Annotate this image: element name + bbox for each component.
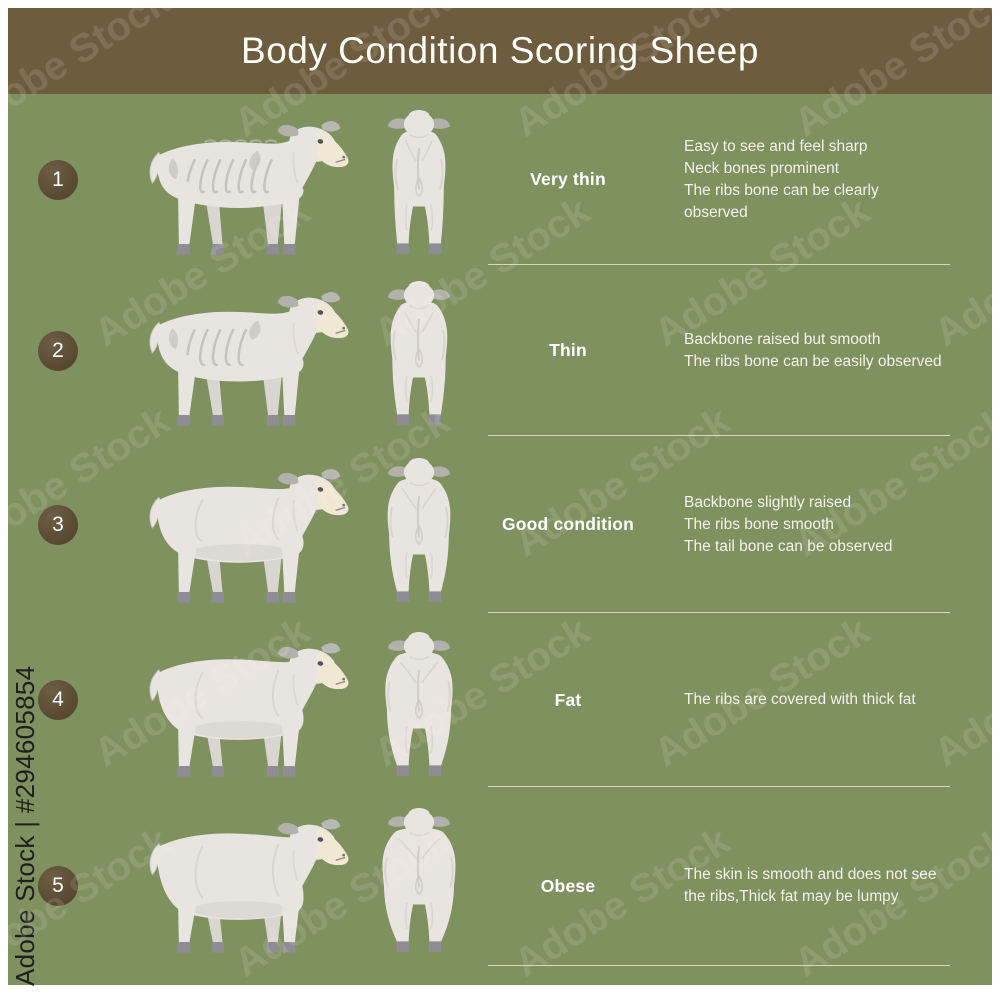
condition-label: Fat xyxy=(554,689,582,710)
condition-label: Very thin xyxy=(530,169,606,189)
row-divider xyxy=(488,435,950,436)
condition-description: Easy to see and feel sharp Neck bones pro… xyxy=(658,136,992,224)
sheep-side-svg xyxy=(149,292,349,426)
stock-credit-vertical: Adobe Stock | #294605854 xyxy=(10,665,40,986)
score-badge: 4 xyxy=(38,680,78,720)
row-divider xyxy=(488,965,950,966)
score-number: 5 xyxy=(52,874,64,897)
sheep-side-svg xyxy=(149,819,349,953)
condition-description: Backbone raised but smooth The ribs bone … xyxy=(658,329,992,373)
sheep-side-view-illustration xyxy=(108,787,360,985)
title-bar: Body Condition Scoring Sheep xyxy=(8,8,992,94)
scoring-panel: 1 Very thin Easy to see and feel sharp Ne… xyxy=(8,94,992,985)
row-divider xyxy=(488,612,950,613)
sheep-rear-svg xyxy=(387,110,451,254)
score-badge-column: 2 xyxy=(8,265,108,436)
score-badge-column: 3 xyxy=(8,436,108,613)
sheep-rear-view-illustration xyxy=(360,94,478,265)
description-line: Backbone slightly raised xyxy=(684,493,852,511)
score-number: 4 xyxy=(52,688,64,711)
sheep-side-view-illustration xyxy=(108,436,360,613)
description-line: Easy to see and feel sharp xyxy=(684,137,868,155)
sheep-rear-svg xyxy=(385,632,453,776)
sheep-side-view-illustration xyxy=(108,265,360,436)
sheep-rear-view-illustration xyxy=(360,265,478,436)
sheep-rear-view-illustration xyxy=(360,787,478,985)
score-number: 1 xyxy=(52,167,64,191)
sheep-rear-svg xyxy=(387,458,451,602)
sheep-side-svg xyxy=(149,469,349,603)
description-line: The ribs bone can be easily observed xyxy=(684,352,942,370)
score-number: 3 xyxy=(52,512,64,536)
infographic-title: Body Condition Scoring Sheep xyxy=(241,30,759,71)
description-line: Neck bones prominent xyxy=(684,159,840,177)
score-row-2: 2 Thin Backbone raised but smooth The rib… xyxy=(8,265,992,436)
score-badge-column: 4 xyxy=(8,613,108,787)
sheep-side-view-illustration xyxy=(108,94,360,265)
condition-description: The ribs are covered with thick fat xyxy=(658,689,992,711)
score-row-5: 5 Obese The skin is smooth and does not … xyxy=(8,787,992,985)
description-line: The tail bone can be observed xyxy=(684,537,893,555)
row-divider xyxy=(488,786,950,787)
score-badge-column: 1 xyxy=(8,94,108,265)
score-badge: 3 xyxy=(38,504,78,545)
score-number: 2 xyxy=(52,338,64,362)
condition-description: Backbone slightly raised The ribs bone sm… xyxy=(658,492,992,558)
sheep-rear-svg xyxy=(387,281,451,425)
row-divider xyxy=(488,264,950,265)
sheep-rear-svg xyxy=(382,808,456,952)
description-line: the ribs,Thick fat may be lumpy xyxy=(684,888,899,905)
description-line: The ribs bone can be clearly observed xyxy=(684,181,879,221)
condition-label: Obese xyxy=(540,875,596,896)
sheep-rear-view-illustration xyxy=(360,613,478,787)
score-row-1: 1 Very thin Easy to see and feel sharp Ne… xyxy=(8,94,992,265)
score-badge: 1 xyxy=(38,159,78,200)
sheep-side-svg xyxy=(149,643,349,777)
description-line: The ribs are covered with thick fat xyxy=(684,691,916,708)
score-row-4: 4 Fat The ribs are covered with thick fa… xyxy=(8,613,992,787)
score-badge: 5 xyxy=(38,866,78,906)
score-badge-column: 5 xyxy=(8,787,108,985)
condition-label: Thin xyxy=(549,340,587,360)
sheep-rear-view-illustration xyxy=(360,436,478,613)
description-line: Backbone raised but smooth xyxy=(684,330,881,348)
score-badge: 2 xyxy=(38,330,78,371)
condition-description: The skin is smooth and does not see the r… xyxy=(658,864,992,908)
description-line: The ribs bone smooth xyxy=(684,515,834,533)
description-line: The skin is smooth and does not see xyxy=(684,866,937,883)
condition-label: Good condition xyxy=(501,514,635,534)
sheep-side-view-illustration xyxy=(108,613,360,787)
sheep-side-svg xyxy=(149,121,349,255)
score-row-3: 3 Good condition Backbone slightly raise… xyxy=(8,436,992,613)
